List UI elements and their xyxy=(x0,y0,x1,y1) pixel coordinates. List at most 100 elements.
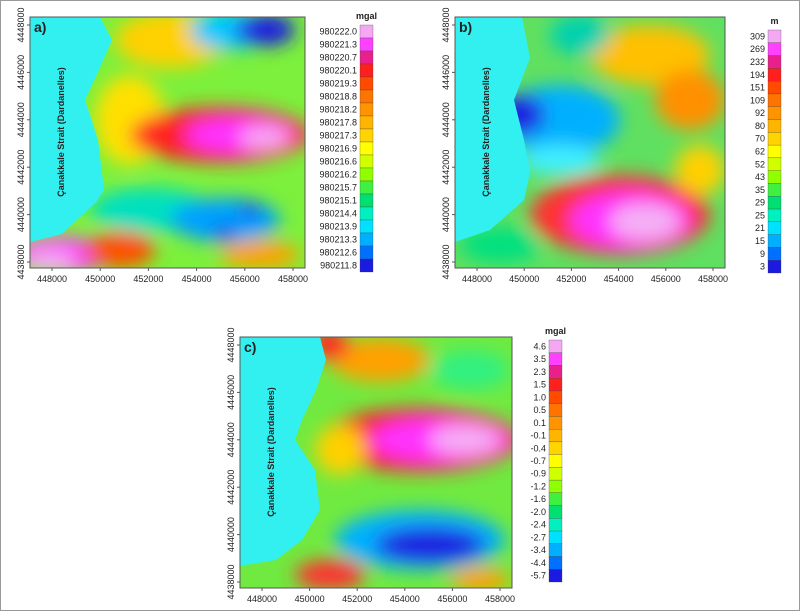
anomaly xyxy=(295,560,365,588)
colorbar-label: -0.9 xyxy=(530,469,546,479)
anomaly xyxy=(610,204,680,240)
colorbar-unit: mgal xyxy=(545,326,566,336)
colorbar-label: 980216.2 xyxy=(319,170,357,180)
colorbar-label: -3.4 xyxy=(530,545,546,555)
x-tick-label: 450000 xyxy=(509,274,539,284)
colorbar-swatch xyxy=(548,505,563,519)
anomaly xyxy=(460,227,540,263)
anomaly xyxy=(235,17,295,46)
blobs xyxy=(30,17,305,268)
colorbar-label: -1.6 xyxy=(530,494,546,504)
colorbar-swatch xyxy=(767,119,782,133)
y-tick-label: 4442000 xyxy=(16,150,26,185)
colorbar-swatch xyxy=(767,260,782,274)
colorbar-swatch xyxy=(548,403,563,417)
colorbar-swatch xyxy=(548,530,563,544)
anomaly xyxy=(375,527,485,563)
x-tick-label: 454000 xyxy=(390,594,420,604)
colorbar-label: -4.4 xyxy=(530,558,546,568)
colorbar-label: -0.4 xyxy=(530,443,546,453)
y-tick-label: 4444000 xyxy=(16,102,26,137)
colorbar-swatch xyxy=(767,93,782,107)
anomaly xyxy=(590,25,710,85)
anomaly xyxy=(655,70,725,130)
anomaly xyxy=(30,252,75,268)
colorbar-swatch xyxy=(359,141,374,156)
colorbar-swatch xyxy=(767,183,782,197)
panel-label: c) xyxy=(244,339,256,355)
colorbar-label: 980218.2 xyxy=(319,105,357,115)
colorbar-swatch xyxy=(548,556,563,570)
x-tick-label: 454000 xyxy=(604,274,634,284)
colorbar-label: -2.4 xyxy=(530,520,546,530)
anomaly xyxy=(675,145,725,195)
colorbar-label: -0.7 xyxy=(530,456,546,466)
colorbar-swatch xyxy=(359,180,374,195)
colorbar-label: 309 xyxy=(750,31,765,41)
colorbar-swatch xyxy=(548,492,563,506)
colorbar-swatch xyxy=(359,258,374,273)
sea xyxy=(30,17,112,242)
y-tick-label: 4440000 xyxy=(441,197,451,232)
colorbar-swatch xyxy=(767,132,782,146)
y-tick-label: 4438000 xyxy=(16,244,26,279)
y-tick-label: 4438000 xyxy=(441,244,451,279)
colorbar-swatch xyxy=(767,170,782,184)
anomaly xyxy=(450,568,510,588)
contour-field xyxy=(455,17,725,268)
x-tick-label: 448000 xyxy=(37,274,67,284)
colorbar-swatch xyxy=(548,454,563,468)
colorbar-swatch xyxy=(359,24,374,39)
x-tick-label: 456000 xyxy=(230,274,260,284)
colorbar-swatch xyxy=(767,247,782,261)
colorbar-swatch xyxy=(767,29,782,43)
contour-field xyxy=(30,17,305,268)
colorbar-label: 980216.9 xyxy=(319,144,357,154)
x-tick-label: 452000 xyxy=(133,274,163,284)
x-tick-label: 450000 xyxy=(85,274,115,284)
sea-label: Çanakkale Strait (Dardanelles) xyxy=(481,67,491,197)
colorbar-swatch xyxy=(767,157,782,171)
colorbar-swatch xyxy=(359,115,374,130)
y-tick-label: 4442000 xyxy=(226,470,236,505)
sea xyxy=(455,17,530,242)
colorbar-label: 980214.4 xyxy=(319,209,357,219)
x-tick-label: 458000 xyxy=(485,594,515,604)
colorbar-label: 980217.3 xyxy=(319,131,357,141)
blobs xyxy=(460,17,725,263)
colorbar-label: -1.2 xyxy=(530,481,546,491)
colorbar-swatch xyxy=(548,543,563,557)
colorbar-swatch xyxy=(359,219,374,234)
colorbar-unit: mgal xyxy=(356,11,377,21)
colorbar-label: 980217.8 xyxy=(319,118,357,128)
x-tick-label: 452000 xyxy=(556,274,586,284)
colorbar-label: 15 xyxy=(755,236,765,246)
colorbar-label: 43 xyxy=(755,172,765,182)
colorbar-swatch xyxy=(548,429,563,443)
anomaly xyxy=(220,241,300,268)
y-tick-label: 4440000 xyxy=(226,517,236,552)
colorbar-label: 29 xyxy=(755,198,765,208)
colorbar-swatch xyxy=(767,234,782,248)
colorbar-swatch xyxy=(767,68,782,82)
colorbar-label: 1.5 xyxy=(533,380,546,390)
x-tick-label: 458000 xyxy=(278,274,308,284)
colorbar-label: 980213.3 xyxy=(319,235,357,245)
colorbar-label: 3 xyxy=(760,262,765,272)
colorbar-label: 109 xyxy=(750,95,765,105)
colorbar-swatch xyxy=(767,106,782,120)
y-tick-label: 4438000 xyxy=(226,564,236,599)
panel-label: b) xyxy=(459,19,472,35)
colorbar-label: 80 xyxy=(755,121,765,131)
x-tick-label: 458000 xyxy=(698,274,728,284)
colorbar-swatch xyxy=(548,416,563,430)
anomaly xyxy=(215,226,235,240)
colorbar-swatch xyxy=(548,518,563,532)
colorbar-swatch xyxy=(359,232,374,247)
colorbar-label: 25 xyxy=(755,210,765,220)
colorbar-label: -2.7 xyxy=(530,532,546,542)
y-tick-label: 4446000 xyxy=(441,55,451,90)
y-tick-label: 4446000 xyxy=(226,375,236,410)
colorbar-label: 980220.7 xyxy=(319,53,357,63)
colorbar-label: 2.3 xyxy=(533,367,546,377)
